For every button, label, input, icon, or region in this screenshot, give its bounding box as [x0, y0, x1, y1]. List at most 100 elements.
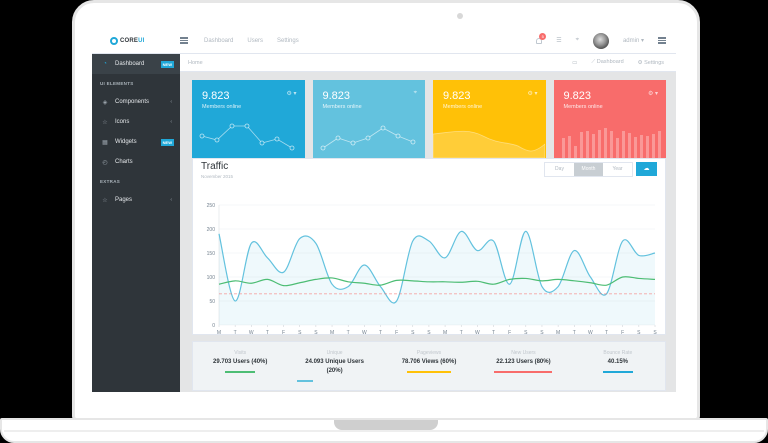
svg-text:M: M	[330, 330, 334, 336]
svg-text:50: 50	[209, 299, 215, 305]
svg-text:S: S	[524, 330, 528, 336]
sidebar-toggle-icon[interactable]	[180, 37, 188, 44]
stat-new-users: New Users 22.123 Users (80%)	[476, 342, 570, 390]
traffic-subtitle: November 2015	[201, 174, 234, 179]
sidebar: ◔ Dashboard NEW UI ELEMENTS ◈ Components ‹ ☆…	[92, 54, 180, 392]
sidebar-item-pages[interactable]: ☆ Pages ‹	[92, 190, 180, 210]
svg-text:F: F	[621, 330, 624, 336]
camera	[457, 13, 463, 19]
speedometer-icon: ◔	[103, 61, 107, 67]
sidebar-item-icons[interactable]: ☆ Icons ‹	[92, 112, 180, 132]
chevron-left-icon: ‹	[170, 197, 172, 203]
gear-dropdown-icon[interactable]: ⚙ ▾	[286, 91, 297, 97]
nav-dashboard[interactable]: Dashboard	[204, 37, 234, 44]
svg-text:F: F	[395, 330, 398, 336]
line-sparkline	[320, 125, 415, 151]
svg-text:S: S	[298, 330, 302, 336]
svg-text:T: T	[347, 330, 350, 336]
stat-visits: Visits 29.703 Users (40%)	[193, 342, 287, 390]
line-sparkline	[199, 123, 295, 151]
breadcrumb: Home ▭ ⟋ Dashboard ⚙ Settings	[180, 54, 676, 72]
svg-text:W: W	[588, 330, 593, 336]
svg-text:T: T	[492, 330, 495, 336]
stat-card: 9.823 Members online ⌖	[312, 80, 425, 158]
range-day-button[interactable]: Day	[555, 166, 564, 172]
speech-icon[interactable]: ▭	[572, 59, 578, 66]
svg-text:M: M	[443, 330, 447, 336]
svg-text:T: T	[379, 330, 382, 336]
location-pin-icon[interactable]: ⌖	[413, 90, 417, 96]
range-toggle: Day Month Year	[544, 162, 633, 177]
traffic-card: Traffic November 2015 Day Month Year ☁ 0…	[192, 158, 666, 336]
svg-text:S: S	[427, 330, 431, 336]
svg-text:F: F	[508, 330, 511, 336]
stat-pageviews: Pageviews 78.706 Views (60%)	[382, 342, 476, 390]
svg-text:W: W	[475, 330, 480, 336]
nav-users[interactable]: Users	[247, 37, 264, 44]
svg-text:0: 0	[212, 323, 215, 329]
user-dropdown[interactable]: admin ▾	[622, 38, 644, 44]
svg-text:200: 200	[207, 227, 216, 233]
sidebar-item-components[interactable]: ◈ Components ‹	[92, 92, 180, 112]
gear-dropdown-icon[interactable]: ⚙ ▾	[527, 91, 538, 97]
brand-accent: UI	[138, 37, 145, 44]
svg-text:S: S	[411, 330, 415, 336]
nav-settings[interactable]: Settings	[277, 37, 299, 44]
svg-text:150: 150	[207, 251, 216, 257]
range-year-button[interactable]: Year	[612, 166, 623, 172]
star-icon: ☆	[102, 119, 108, 126]
new-badge: NEW	[160, 138, 174, 146]
svg-text:S: S	[540, 330, 544, 336]
section-title: EXTRAS	[100, 178, 121, 184]
puzzle-icon: ◈	[102, 99, 108, 106]
star-icon: ☆	[102, 197, 108, 204]
svg-text:T: T	[605, 330, 608, 336]
brand-text: CORE	[120, 37, 139, 44]
list-icon[interactable]: ☰	[556, 38, 562, 44]
svg-text:T: T	[234, 330, 237, 336]
cloud-download-button[interactable]: ☁	[636, 162, 657, 176]
bell-icon[interactable]: 5	[536, 32, 547, 44]
bar-sparkline	[561, 128, 661, 158]
laptop-base	[0, 418, 768, 443]
breadcrumb-home[interactable]: Home	[188, 59, 203, 66]
location-pin-icon[interactable]: ⌖	[575, 37, 579, 43]
stat-cards: 9.823 Members online ⚙ ▾ 9.823 Members o…	[192, 80, 666, 158]
coreui-logo-icon	[110, 36, 118, 45]
svg-text:100: 100	[207, 275, 216, 281]
svg-text:T: T	[266, 330, 269, 336]
pie-chart-icon: ◴	[102, 159, 108, 166]
stat-bounce-rate: Bounce Rate 40.15%	[571, 342, 665, 390]
avatar[interactable]	[592, 32, 609, 49]
traffic-line-chart: 0 50 100 150 200 250 M T W T F S S M T W T F S S M T W T F S S M T W T…	[207, 203, 658, 336]
svg-text:W: W	[362, 330, 367, 336]
brand-logo[interactable]: COREUI	[92, 36, 180, 45]
traffic-title: Traffic	[201, 161, 229, 172]
svg-text:M: M	[217, 330, 221, 336]
chevron-left-icon: ‹	[170, 99, 172, 105]
svg-text:S: S	[637, 330, 641, 336]
aside-menu-toggle-icon[interactable]	[658, 37, 666, 44]
stat-card: 9.823 Members online ⚙ ▾	[433, 80, 546, 158]
new-badge: NEW	[160, 60, 174, 68]
sidebar-item-charts[interactable]: ◴ Charts	[92, 152, 180, 172]
sidebar-item-dashboard[interactable]: ◔ Dashboard NEW	[92, 54, 180, 74]
svg-text:T: T	[573, 330, 576, 336]
svg-text:T: T	[460, 330, 463, 336]
svg-text:S: S	[653, 330, 657, 336]
stat-card: 9.823 Members online ⚙ ▾	[192, 80, 305, 158]
stat-unique: Unique 24.093 Unique Users (20%)	[287, 342, 381, 390]
breadcrumb-dashboard-link[interactable]: ⟋ Dashboard	[591, 59, 624, 65]
notification-badge: 5	[539, 32, 547, 40]
breadcrumb-settings-link[interactable]: ⚙ Settings	[637, 59, 664, 66]
sidebar-item-widgets[interactable]: ▦ Widgets NEW	[92, 132, 180, 152]
gear-dropdown-icon[interactable]: ⚙ ▾	[647, 91, 658, 97]
traffic-stats: Visits 29.703 Users (40%) Unique 24.093 Un…	[192, 341, 666, 391]
svg-text:W: W	[249, 330, 254, 336]
calculator-icon: ▦	[102, 139, 108, 146]
area-sparkline	[433, 130, 545, 158]
range-month-button[interactable]: Month	[574, 163, 603, 176]
svg-text:250: 250	[207, 203, 216, 209]
stat-card: 9.823 Members online ⚙ ▾	[553, 80, 666, 158]
chevron-left-icon: ‹	[170, 119, 172, 125]
